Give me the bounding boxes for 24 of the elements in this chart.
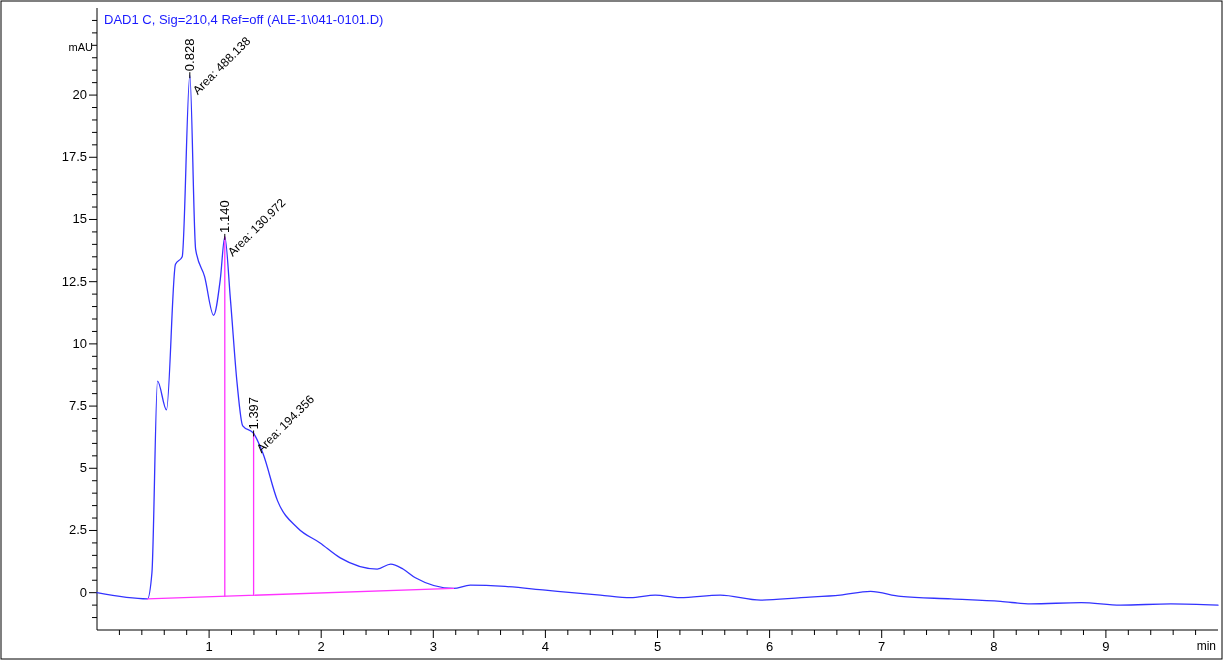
x-tick-label: 5 xyxy=(653,639,662,654)
y-axis-title: mAU xyxy=(68,41,94,53)
y-tick-label: 2.5 xyxy=(68,522,87,538)
x-tick-label: 2 xyxy=(317,639,325,654)
x-tick-label: 7 xyxy=(878,639,886,654)
y-tick-label: 7.5 xyxy=(68,398,87,414)
x-tick-label: 9 xyxy=(1102,639,1110,654)
x-tick-label: 6 xyxy=(765,639,774,654)
y-tick-label: 12.5 xyxy=(61,273,87,289)
y-tick-label: 17.5 xyxy=(61,149,87,165)
x-axis-title: min xyxy=(1196,639,1216,653)
y-tick-label: 20 xyxy=(72,87,87,103)
y-tick-label: 0 xyxy=(79,584,87,600)
annotation: 1.140 xyxy=(216,200,232,233)
x-tick-label: 4 xyxy=(541,639,550,654)
y-tick-label: 10 xyxy=(72,335,87,351)
y-tick-label: 5 xyxy=(79,460,87,476)
chart-title: DAD1 C, Sig=210,4 Ref=off (ALE-1\041-0101.D) xyxy=(104,12,384,27)
x-tick-label: 1 xyxy=(205,639,213,654)
y-tick-label: 15 xyxy=(72,211,87,227)
x-tick-label: 3 xyxy=(429,639,437,654)
x-tick-label: 8 xyxy=(990,639,998,654)
annotation: 0.828 xyxy=(181,38,197,72)
annotation: 1.397 xyxy=(245,396,261,430)
